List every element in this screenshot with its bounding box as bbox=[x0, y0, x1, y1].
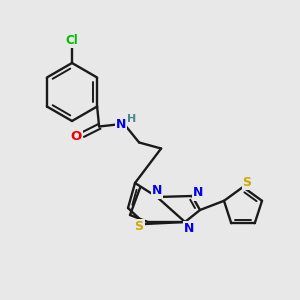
Text: N: N bbox=[116, 118, 126, 131]
Text: S: S bbox=[134, 220, 143, 232]
Text: O: O bbox=[70, 130, 82, 143]
Text: S: S bbox=[242, 176, 251, 188]
Text: Cl: Cl bbox=[66, 34, 78, 47]
Text: N: N bbox=[152, 184, 162, 197]
Text: H: H bbox=[128, 113, 137, 124]
Text: N: N bbox=[193, 187, 203, 200]
Text: N: N bbox=[184, 221, 194, 235]
